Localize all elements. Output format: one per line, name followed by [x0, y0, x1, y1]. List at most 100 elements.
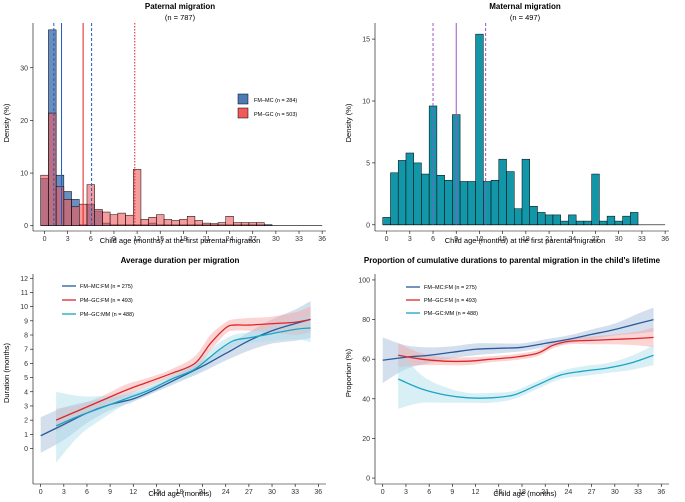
trend-line-fm-mc-fm	[382, 318, 654, 361]
bar-maternal	[405, 152, 414, 226]
bar-pm-gc	[163, 219, 173, 226]
x-tick-label: 27	[245, 489, 253, 496]
y-tick-label: 20	[20, 118, 28, 125]
bar-maternal	[444, 179, 453, 226]
legend-label-pm-gc-mm: PM–GC:MM (n = 488)	[80, 312, 134, 318]
bar-pm-gc	[148, 217, 157, 226]
x-tick-label: 9	[108, 489, 112, 496]
bar-maternal	[390, 172, 399, 226]
bar-maternal	[591, 173, 600, 226]
x-tick-label: 6	[427, 489, 431, 496]
x-axis-label: Child age (months) at the first parental…	[100, 236, 261, 245]
x-tick-label: 18	[518, 489, 526, 496]
panel-average-duration: Average duration per migration 0 3 6 9 12 15 1…	[2, 256, 326, 498]
bar-pm-gc	[210, 223, 219, 226]
bar-pm-gc	[102, 211, 111, 226]
bar-maternal	[397, 160, 407, 226]
bar-maternal	[421, 173, 430, 226]
bar-maternal	[529, 205, 538, 226]
bar-pm-gc	[186, 216, 196, 226]
x-tick-label: 15	[156, 236, 164, 243]
bar-pm-gc	[202, 222, 211, 226]
x-tick-label: 3	[62, 489, 66, 496]
bar-maternal	[544, 214, 554, 226]
bar-maternal	[568, 214, 577, 226]
bar-pm-gc	[248, 222, 257, 226]
bar-pm-gc	[48, 112, 57, 226]
x-tick-label: 6	[89, 236, 93, 243]
trend-lines	[382, 318, 654, 399]
legend-label-fm-mc-fm: FM–MC:FM (n = 275)	[424, 285, 477, 291]
y-axis-label: Density (%)	[344, 103, 353, 142]
x-axis-label: Child age (months)	[493, 489, 557, 498]
y-tick-label: 10	[362, 99, 370, 106]
y-tick-label: 4	[24, 389, 28, 396]
y-tick-label: 0	[366, 476, 370, 483]
bar-maternal	[622, 215, 631, 226]
bar-pm-gc	[171, 220, 180, 226]
bar-pm-gc	[256, 222, 265, 226]
x-tick-label: 36	[657, 489, 665, 496]
y-tick-label: 100	[358, 277, 370, 284]
y-tick-label: 5	[366, 160, 370, 167]
legend: FM–MC:FM (n = 275) PM–GC:FM (n = 493) PM…	[62, 284, 134, 318]
x-tick-label: 15	[495, 489, 503, 496]
bar-maternal	[498, 158, 507, 226]
chart-subtitle: (n = 497)	[510, 13, 541, 22]
y-tick-label: 80	[362, 317, 370, 324]
y-tick-label: 20	[362, 436, 370, 443]
x-tick-label: 12	[133, 236, 141, 243]
legend-label-pm-gc-mm: PM–GC:MM (n = 488)	[424, 311, 478, 317]
x-tick-label: 0	[43, 236, 47, 243]
bar-maternal	[382, 217, 391, 226]
y-axis-label: Density (%)	[2, 103, 11, 142]
bar-maternal	[560, 220, 569, 226]
legend: FM–MC (n = 284) PM–GC (n = 503)	[237, 93, 297, 119]
bar-pm-gc	[225, 216, 234, 226]
y-tick-label: 15	[362, 37, 370, 44]
ci-band-pm-gc-fm	[398, 327, 654, 368]
x-tick-label: 12	[129, 489, 137, 496]
x-tick-label: 24	[568, 236, 576, 243]
legend-swatch-pm-gc	[237, 107, 249, 119]
y-tick-label: 0	[24, 223, 28, 230]
x-tick-label: 0	[385, 236, 389, 243]
bar-pm-gc	[233, 222, 242, 226]
confidence-bands	[382, 307, 654, 409]
bar-pm-gc	[109, 214, 119, 226]
x-tick-label: 21	[203, 236, 211, 243]
y-axis-label: Proportion (%)	[344, 348, 353, 397]
bar-pm-gc	[194, 220, 203, 226]
y-tick-label: 10	[20, 171, 28, 178]
bar-pm-gc	[40, 174, 49, 226]
x-tick-label: 33	[638, 236, 646, 243]
bar-maternal	[490, 179, 500, 226]
trend-lines	[40, 318, 311, 437]
bar-maternal	[583, 220, 592, 226]
legend-swatch-fm-mc	[237, 93, 249, 105]
y-tick-label: 12	[20, 276, 28, 283]
x-tick-label: 18	[176, 489, 184, 496]
bar-pm-gc	[86, 184, 95, 226]
trend-line-pm-gc-fm	[398, 336, 654, 363]
y-tick-label: 60	[362, 357, 370, 364]
x-tick-label: 24	[222, 489, 230, 496]
x-tick-label: 30	[272, 236, 280, 243]
y-tick-label: 6	[24, 361, 28, 368]
y-tick-label: 11	[21, 290, 28, 297]
x-tick-label: 21	[199, 489, 207, 496]
histogram-bars	[40, 29, 323, 227]
y-tick-label: 40	[362, 396, 370, 403]
bar-pm-gc	[55, 186, 65, 226]
x-tick-label: 24	[226, 236, 234, 243]
trend-line-pm-gc-mm	[397, 354, 654, 399]
x-tick-label: 9	[454, 236, 458, 243]
ci-band-fm-mc-fm	[382, 307, 654, 383]
x-tick-label: 6	[431, 236, 435, 243]
bar-pm-gc	[240, 222, 250, 226]
x-tick-label: 21	[541, 489, 549, 496]
